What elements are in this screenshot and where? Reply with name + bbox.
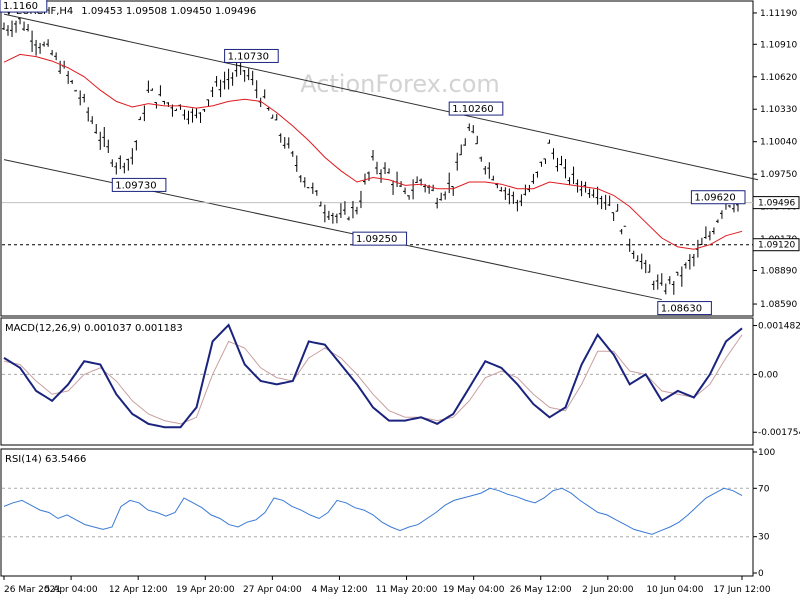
callout-box — [690, 190, 746, 205]
moving-average-line — [3, 53, 743, 250]
rsi-y-tick-label: 0 — [758, 569, 764, 579]
macd-y-tick-label: 0.00 — [758, 370, 778, 380]
rsi-panel-frame — [0, 448, 754, 577]
x-tick-label: 26 May 12:00 — [510, 585, 572, 595]
x-tick-label: 4 May 12:00 — [311, 585, 367, 595]
upper-channel-line — [3, 13, 759, 181]
callout-label: 1.09730 — [115, 180, 156, 191]
macd-signal-line — [3, 334, 743, 425]
rsi-panel: RSI(14) 63.5466 100 70 30 0 — [0, 448, 775, 579]
price-callout: 1.09250 — [352, 231, 408, 246]
callout-box — [352, 231, 408, 246]
callout-box — [657, 301, 712, 316]
macd-panel: MACD(12,26,9) 0.001037 0.001183 0.001482… — [0, 317, 800, 446]
callout-box — [111, 177, 167, 192]
price-y-tick-label: 1.09750 — [760, 170, 797, 180]
callout-label: 1.10260 — [452, 104, 493, 115]
price-callout: 1.10260 — [448, 101, 504, 116]
price-callout: 1.09730 — [111, 177, 167, 192]
x-tick-label: 11 May 20:00 — [376, 585, 438, 595]
price-callout: 1.08630 — [657, 301, 712, 316]
current-price-badge: 1.09496 — [758, 199, 795, 209]
callout-label: 1.1160 — [3, 1, 38, 12]
rsi-series — [2, 487, 753, 538]
x-tick-label: 26 Mar 2021 — [4, 585, 61, 595]
macd-title: MACD(12,26,9) 0.001037 0.001183 — [5, 323, 183, 334]
price-series: 1.1160 1.10730 1.10260 1.09730 1.09250 1.0962… — [0, 0, 759, 316]
rsi-title: RSI(14) 63.5466 — [5, 454, 86, 465]
macd-y-tick-label: -0.001754 — [758, 428, 800, 438]
price-callout: 1.09620 — [690, 190, 746, 205]
callout-label: 1.09620 — [694, 193, 735, 204]
x-tick-label: 19 May 04:00 — [443, 585, 505, 595]
price-panel-frame — [0, 0, 754, 317]
macd-y-axis: 0.001482 0.00 -0.001754 — [753, 322, 800, 438]
rsi-line — [3, 487, 743, 535]
x-tick-label: 19 Apr 20:00 — [176, 585, 235, 595]
callout-label: 1.09250 — [356, 234, 397, 245]
macd-main-line — [3, 323, 743, 429]
price-y-tick-label: 1.11190 — [760, 9, 797, 19]
callout-box — [224, 48, 279, 63]
x-tick-label: 17 Jun 12:00 — [713, 585, 770, 595]
price-y-tick-label: 1.10040 — [760, 138, 797, 148]
price-y-tick-label: 1.10330 — [760, 105, 797, 115]
callout-box — [0, 0, 48, 13]
x-tick-label: 5 Apr 04:00 — [45, 585, 98, 595]
rsi-y-axis: 100 70 30 0 — [753, 448, 775, 579]
callout-box — [448, 101, 504, 116]
price-y-tick-label: 1.08590 — [760, 300, 797, 310]
macd-panel-frame — [0, 317, 754, 446]
callout-label: 1.08630 — [661, 304, 702, 315]
price-y-tick-label: 1.08890 — [760, 266, 797, 276]
watermark: ActionForex.com — [300, 70, 500, 98]
rsi-y-tick-label: 70 — [758, 484, 770, 494]
price-y-tick-label: 1.10620 — [760, 73, 797, 83]
level-price-badge-box — [752, 238, 800, 252]
x-tick-label: 2 Jun 20:00 — [582, 585, 634, 595]
macd-series — [2, 323, 753, 429]
rsi-y-tick-label: 100 — [758, 448, 775, 458]
rsi-y-tick-label: 30 — [758, 533, 770, 543]
macd-y-tick-label: 0.001482 — [758, 322, 800, 332]
x-tick-label: 10 Jun 04:00 — [646, 585, 703, 595]
price-callout: 1.10730 — [224, 48, 279, 63]
x-tick-label: 27 Apr 04:00 — [243, 585, 302, 595]
x-tick-label: 12 Apr 12:00 — [109, 585, 168, 595]
price-panel: ActionForex.com ▼ EURCHF,H41.09453 1.095… — [0, 0, 800, 317]
callout-label: 1.10730 — [228, 51, 269, 62]
price-y-tick-label: 1.10910 — [760, 40, 797, 50]
ohlc-values: 1.09453 1.09508 1.09450 1.09496 — [81, 6, 256, 17]
price-y-axis: 1.11190 1.10910 1.10620 1.10330 1.10040 1.097… — [752, 9, 800, 310]
price-callout: 1.1160 — [0, 0, 48, 13]
level-price-badge: 1.09120 — [758, 241, 795, 251]
